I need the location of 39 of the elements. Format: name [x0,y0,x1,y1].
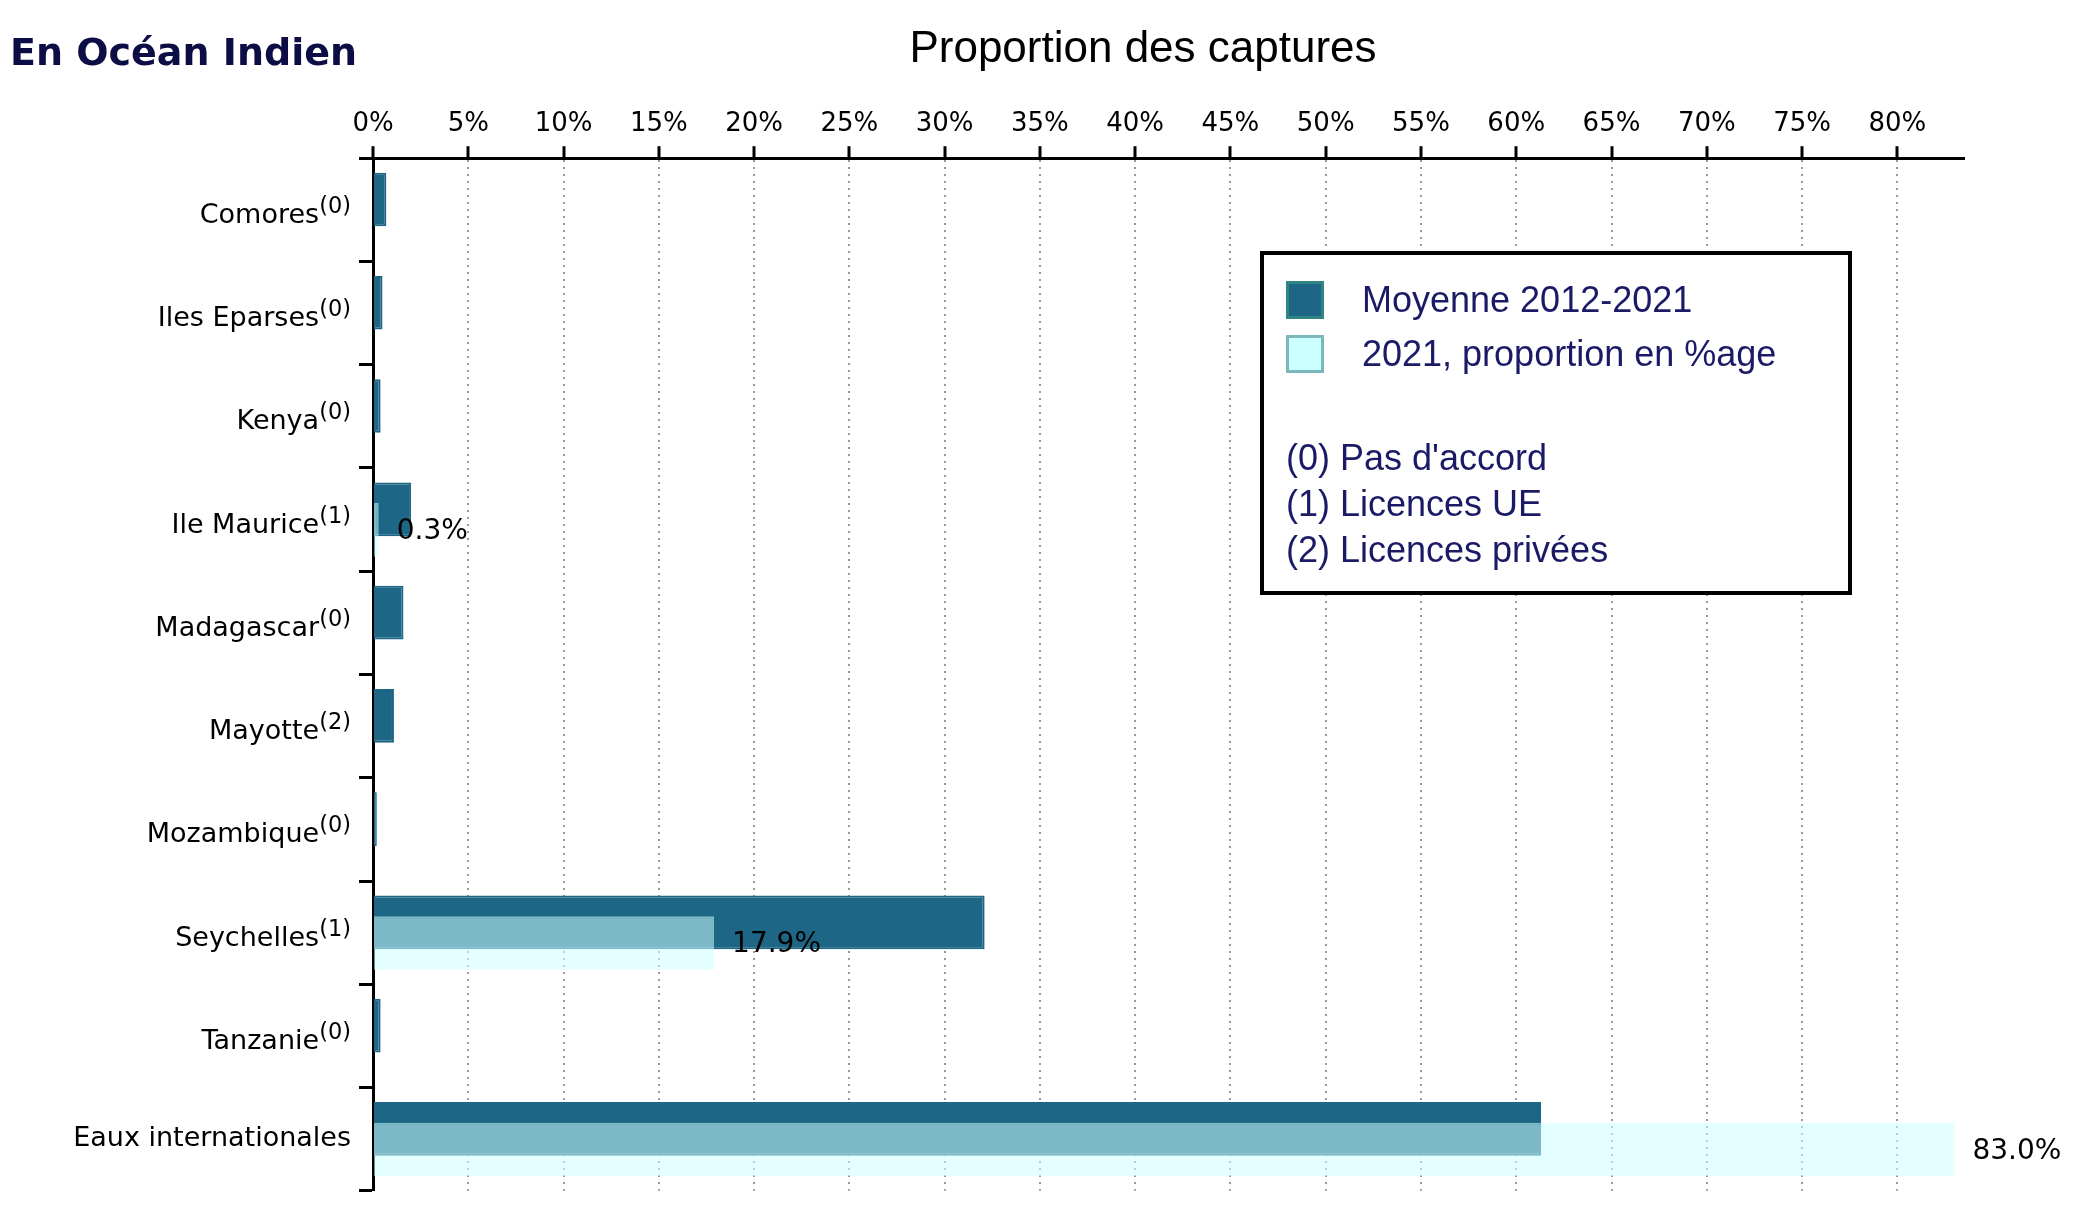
bar [374,503,379,557]
x-tick-label: 50% [1296,107,1355,138]
legend-label: Moyenne 2012-2021 [1362,279,1693,321]
x-tick-label: 5% [447,107,489,138]
x-tick-label: 0% [352,107,394,138]
x-tick-label: 65% [1582,107,1641,138]
x-tick-label: 75% [1773,107,1831,138]
x-tick-label: 80% [1868,107,1927,138]
data-label: 83.0% [1972,1132,2062,1166]
y-tick-label: Comores$^{(0)}$ [199,191,351,229]
x-tick-label: 40% [1106,107,1165,138]
y-tick-label: Mayotte$^{(2)}$ [209,708,351,746]
y-tick-label: Kenya$^{(0)}$ [236,398,351,436]
y-tick-label: Seychelles$^{(1)}$ [175,914,351,952]
chart-subtitle: En Océan Indien [10,30,358,74]
x-tick-label: 45% [1201,107,1260,138]
x-tick-label: 25% [820,107,879,138]
x-tick-label: 20% [725,107,783,138]
y-tick-label: Iles Eparses$^{(0)}$ [157,295,351,333]
annotation: (1) Licences UE [1286,482,1544,526]
y-tick-label: Eaux internationales [73,1121,351,1155]
x-tick-label: 35% [1010,107,1069,138]
x-tick-label: 60% [1487,107,1546,138]
annotation: (2) Licences privées [1286,528,1610,572]
y-tick-label: Madagascar$^{(0)}$ [155,604,351,642]
y-tick-label: Ile Maurice$^{(1)}$ [171,501,351,539]
bar [374,916,715,970]
y-tick-label: Mozambique$^{(0)}$ [146,811,351,849]
x-tick-label: 30% [915,107,974,138]
chart-title: Proportion des captures [909,22,1377,71]
bar [374,1122,1955,1177]
x-tick-label: 15% [629,107,688,138]
data-label: 0.3% [396,513,468,547]
x-tick-label: 55% [1392,107,1450,138]
annotation: (0) Pas d'accord [1286,436,1548,480]
x-tick-label: 10% [534,107,593,138]
legend-label: 2021, proportion en %age [1362,333,1777,375]
y-tick-label: Tanzanie$^{(0)}$ [201,1017,351,1055]
x-tick-label: 70% [1677,107,1736,138]
